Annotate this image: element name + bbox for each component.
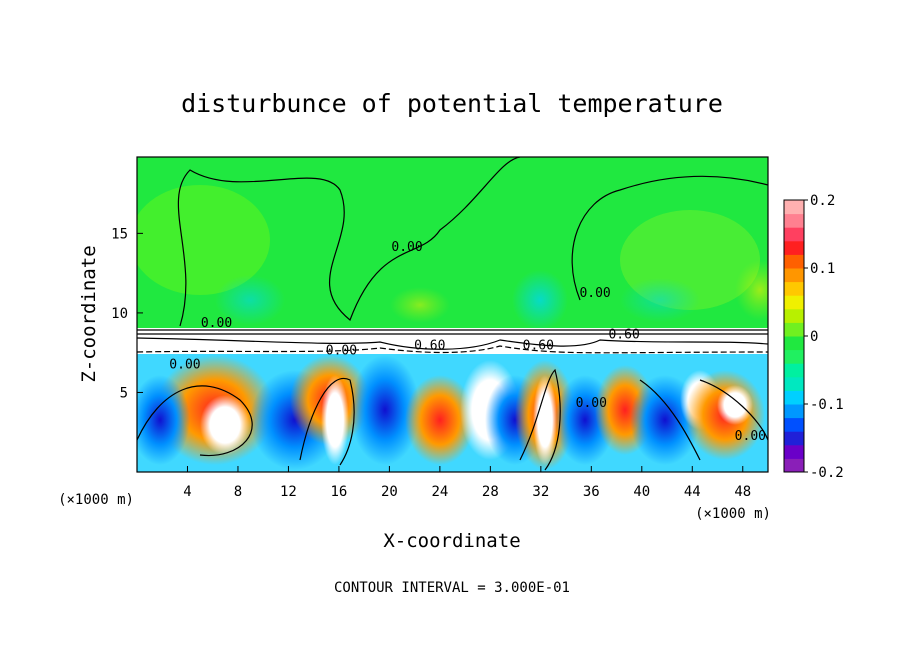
colorbar-cell bbox=[784, 458, 804, 473]
chart-title: disturbunce of potential temperature bbox=[181, 89, 723, 118]
contour-label: 0.60 bbox=[414, 339, 445, 354]
colorbar-tick-label: 0.2 bbox=[810, 193, 835, 209]
x-axis: 4 8 12 16 20 24 28 32 36 40 44 48 bbox=[183, 466, 751, 500]
x-tick-label: 32 bbox=[532, 484, 549, 500]
colorbar-tick-label: 0 bbox=[810, 329, 818, 345]
colorbar-cell bbox=[784, 363, 804, 378]
x-tick-label: 12 bbox=[280, 484, 297, 500]
contour-line bbox=[177, 157, 521, 327]
x-tick-label: 24 bbox=[431, 484, 448, 500]
contour-line bbox=[699, 379, 768, 441]
x-axis-unit: (×1000 m) bbox=[695, 506, 771, 522]
x-tick-label: 36 bbox=[583, 484, 600, 500]
contour-label: 0.60 bbox=[608, 327, 639, 342]
y-axis: 5 10 15 bbox=[111, 226, 143, 401]
colorbar-cell bbox=[784, 336, 804, 351]
colorbar-cell bbox=[784, 308, 804, 323]
colorbar-cell bbox=[784, 254, 804, 269]
colorbar-cell bbox=[784, 240, 804, 255]
y-axis-label: Z-coordinate bbox=[78, 245, 100, 382]
contour-label: 0.00 bbox=[391, 240, 422, 255]
y-tick-label: 10 bbox=[111, 306, 128, 322]
y-axis-unit: (×1000 m) bbox=[58, 492, 134, 508]
contour-label: 0.00 bbox=[326, 343, 357, 358]
colorbar-cell bbox=[784, 322, 804, 337]
contour-labels: 0.00 0.00 0.00 0.60 0.60 0.60 0.00 0.00 0.00 0.00 bbox=[169, 240, 766, 444]
colorbar-tick-label: 0.1 bbox=[810, 261, 835, 277]
x-tick-label: 44 bbox=[684, 484, 701, 500]
x-tick-label: 8 bbox=[234, 484, 242, 500]
colorbar-cell bbox=[784, 200, 804, 215]
colorbar-cell bbox=[784, 295, 804, 310]
contour-line bbox=[137, 385, 253, 457]
contour-line bbox=[137, 345, 768, 354]
colorbar-cell bbox=[784, 390, 804, 405]
colorbar-tick-label: -0.2 bbox=[810, 465, 844, 481]
colorbar-cell bbox=[784, 281, 804, 296]
colorbar: -0.2 -0.1 0 0.1 0.2 bbox=[783, 193, 844, 481]
colorbar-cell bbox=[784, 417, 804, 432]
x-axis-label: X-coordinate bbox=[383, 530, 520, 552]
plot-area: 0.00 0.00 0.00 0.60 0.60 0.60 0.00 0.00 0.00 0.00 bbox=[137, 157, 768, 472]
colorbar-cell bbox=[784, 349, 804, 364]
contour-line bbox=[639, 379, 701, 461]
contour-line bbox=[571, 175, 768, 301]
x-tick-label: 28 bbox=[482, 484, 499, 500]
colorbar-cell bbox=[784, 268, 804, 283]
x-tick-label: 40 bbox=[633, 484, 650, 500]
contour-label: 0.00 bbox=[201, 316, 232, 331]
contour-label: 0.60 bbox=[523, 339, 554, 354]
lower-layer-eddies bbox=[137, 355, 765, 470]
plot-frame bbox=[136, 156, 769, 473]
colorbar-cell bbox=[784, 431, 804, 446]
colorbar-scale bbox=[784, 200, 804, 473]
contour-label: 0.00 bbox=[735, 429, 766, 444]
colorbar-cell bbox=[784, 376, 804, 391]
contour-line bbox=[137, 337, 768, 350]
x-tick-label: 20 bbox=[381, 484, 398, 500]
contour-line bbox=[299, 377, 355, 466]
contour-line bbox=[519, 368, 561, 471]
colorbar-cell bbox=[784, 227, 804, 242]
y-tick-label: 5 bbox=[120, 385, 128, 401]
colorbar-cell bbox=[784, 404, 804, 419]
colorbar-tick-label: -0.1 bbox=[810, 397, 844, 413]
colorbar-cell bbox=[784, 213, 804, 228]
contour-label: 0.00 bbox=[169, 358, 200, 373]
x-tick-label: 48 bbox=[734, 484, 751, 500]
contour-label: 0.00 bbox=[576, 396, 607, 411]
contour-lines bbox=[137, 157, 768, 471]
colorbar-ticks: -0.2 -0.1 0 0.1 0.2 bbox=[804, 193, 844, 481]
contour-interval-note: CONTOUR INTERVAL = 3.000E-01 bbox=[334, 580, 570, 596]
contour-label: 0.00 bbox=[579, 286, 610, 301]
x-tick-label: 4 bbox=[183, 484, 191, 500]
x-tick-label: 16 bbox=[330, 484, 347, 500]
y-tick-label: 15 bbox=[111, 226, 128, 242]
upper-layer-patches bbox=[137, 185, 768, 330]
colorbar-cell bbox=[784, 444, 804, 459]
